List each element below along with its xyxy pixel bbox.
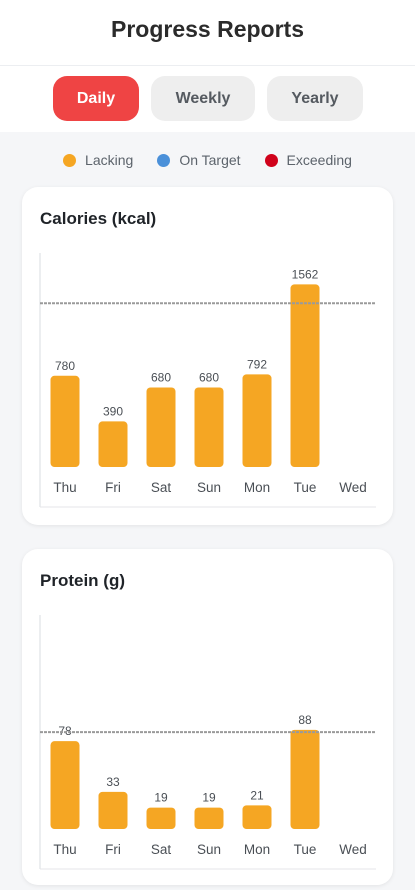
calories-value-label-mon: 792 bbox=[247, 357, 267, 371]
tab-daily[interactable]: Daily bbox=[53, 76, 139, 121]
tab-yearly[interactable]: Yearly bbox=[267, 76, 363, 121]
protein-bar-tue[interactable] bbox=[290, 729, 320, 829]
calories-day-label-fri: Fri bbox=[105, 480, 121, 495]
calories-day-label-wed: Wed bbox=[339, 480, 367, 495]
calories-day-label-sat: Sat bbox=[151, 480, 172, 495]
protein-value-label-tue: 88 bbox=[298, 713, 312, 727]
legend-label-on-target: On Target bbox=[179, 152, 241, 168]
calories-bar-sat[interactable] bbox=[146, 387, 176, 467]
calories-bar-fri[interactable] bbox=[98, 421, 128, 467]
protein-chart: 78Thu33Fri19Sat19Sun21Mon88TueWed bbox=[39, 615, 376, 870]
calories-chart: 780 Thu 390 Fri 680 Sat 680 Sun 792 Mon 1562 Tue Wed bbox=[39, 253, 376, 508]
protein-value-label-sun: 19 bbox=[202, 791, 216, 805]
calories-bar-sun[interactable] bbox=[194, 387, 224, 467]
calories-day-label-sun: Sun bbox=[197, 480, 221, 495]
protein-day-label-wed: Wed bbox=[339, 842, 367, 857]
protein-value-label-mon: 21 bbox=[250, 788, 264, 802]
calories-value-label-tue: 1562 bbox=[292, 267, 319, 281]
period-tabs: Daily Weekly Yearly bbox=[0, 66, 415, 132]
protein-bar-mon[interactable] bbox=[242, 805, 272, 829]
legend-label-lacking: Lacking bbox=[85, 152, 134, 168]
protein-chart-title: Protein (g) bbox=[40, 571, 125, 590]
protein-day-label-tue: Tue bbox=[294, 842, 317, 857]
protein-chart-card: Protein (g) 78Thu33Fri19Sat19Sun21Mon88T… bbox=[22, 549, 393, 885]
calories-value-label-sat: 680 bbox=[151, 370, 171, 384]
legend-label-exceeding: Exceeding bbox=[286, 152, 352, 168]
protein-bar-fri[interactable] bbox=[98, 791, 128, 829]
calories-chart-title: Calories (kcal) bbox=[40, 209, 157, 228]
protein-value-label-fri: 33 bbox=[106, 775, 120, 789]
legend-dot-exceeding bbox=[264, 153, 278, 167]
calories-value-label-fri: 390 bbox=[103, 404, 123, 418]
protein-day-label-sat: Sat bbox=[151, 842, 172, 857]
calories-day-label-thu: Thu bbox=[53, 480, 76, 495]
calories-chart-card: Calories (kcal) 780 Thu 390 Fri 680 Sat 680 Sun… bbox=[22, 187, 393, 525]
protein-bar-sat[interactable] bbox=[146, 807, 176, 829]
calories-bar-mon[interactable] bbox=[242, 374, 272, 467]
calories-value-label-thu: 780 bbox=[55, 359, 75, 373]
protein-day-label-mon: Mon bbox=[244, 842, 270, 857]
protein-day-label-sun: Sun bbox=[197, 842, 221, 857]
legend-dot-on-target bbox=[157, 153, 171, 167]
protein-bar-thu[interactable] bbox=[50, 741, 80, 829]
calories-bar-thu[interactable] bbox=[50, 375, 80, 467]
calories-day-label-mon: Mon bbox=[244, 480, 270, 495]
protein-day-label-fri: Fri bbox=[105, 842, 121, 857]
protein-bar-sun[interactable] bbox=[194, 807, 224, 829]
calories-bar-tue[interactable] bbox=[290, 284, 320, 467]
legend-item-lacking: Lacking bbox=[63, 152, 133, 168]
page-title: Progress Reports bbox=[110, 16, 304, 42]
protein-day-label-thu: Thu bbox=[53, 842, 76, 857]
legend-item-exceeding: Exceeding bbox=[264, 152, 352, 168]
tab-weekly[interactable]: Weekly bbox=[151, 76, 255, 121]
chart-legend: Lacking On Target Exceeding bbox=[0, 150, 415, 170]
protein-value-label-sat: 19 bbox=[154, 791, 168, 805]
legend-item-on-target: On Target bbox=[157, 152, 241, 168]
calories-value-label-sun: 680 bbox=[199, 370, 219, 384]
app-header: Progress Reports bbox=[0, 0, 415, 66]
legend-dot-lacking bbox=[63, 153, 77, 167]
calories-day-label-tue: Tue bbox=[294, 480, 317, 495]
